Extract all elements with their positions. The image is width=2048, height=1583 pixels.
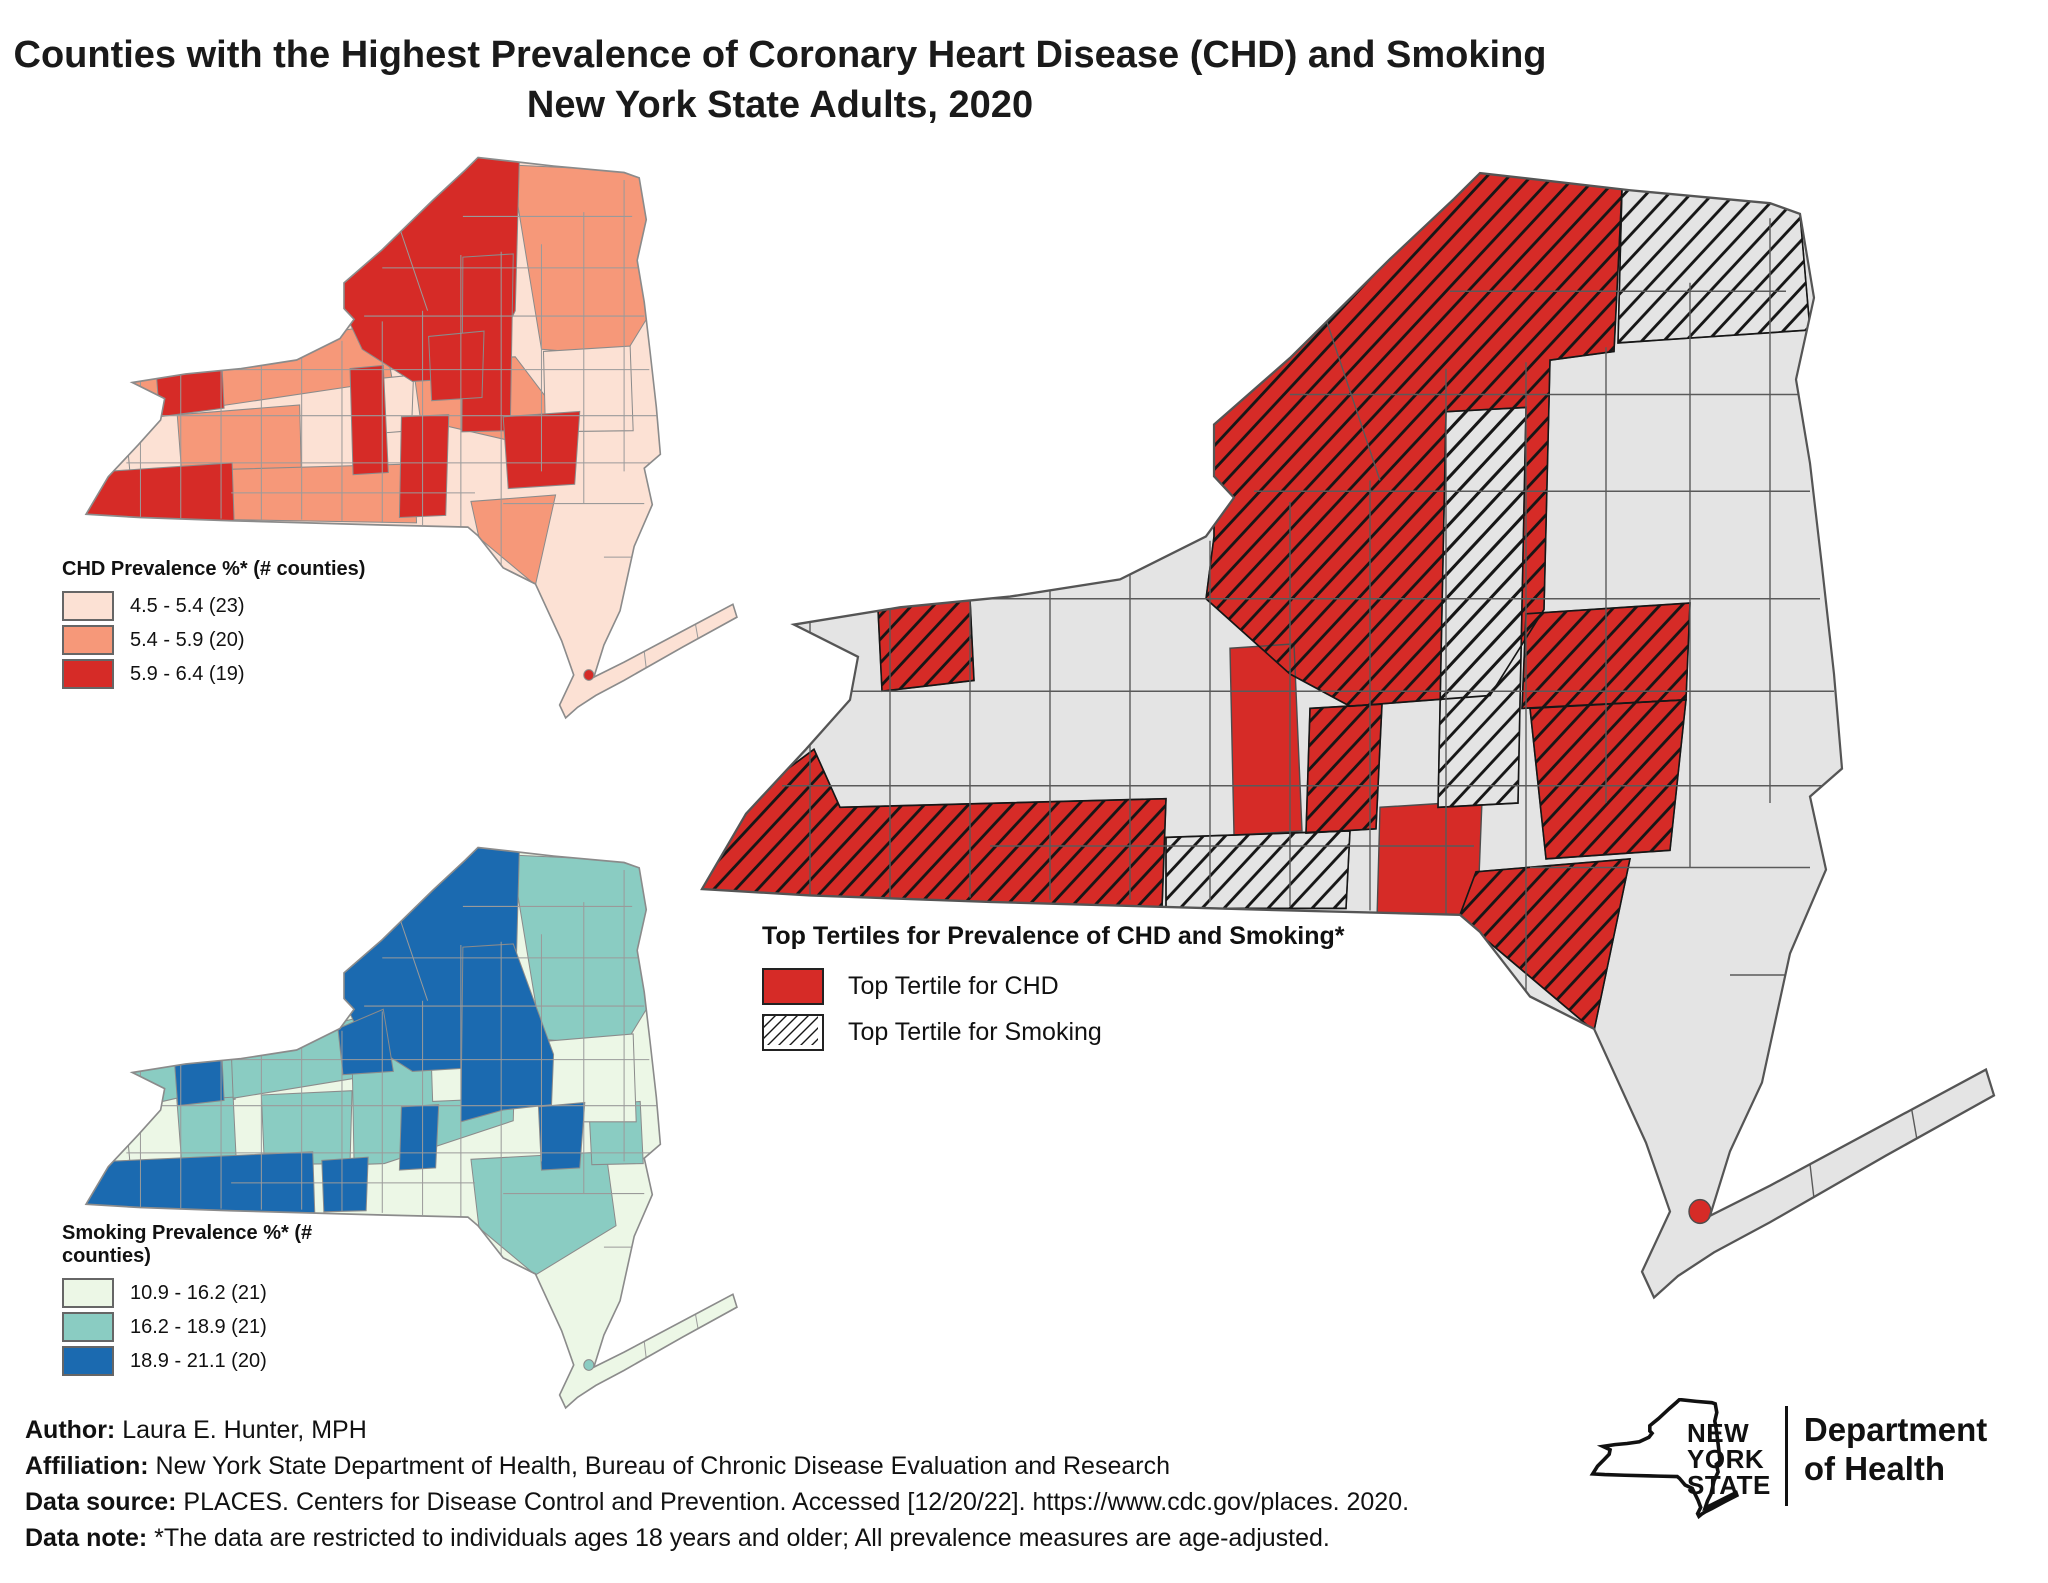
logo-divider — [1784, 1406, 1788, 1506]
logo-dept-text: Department of Health — [1804, 1410, 1987, 1488]
smoking-legend-title: Smoking Prevalence %* (# counties) — [62, 1222, 313, 1267]
footer-datanote-line: Data note: *The data are restricted to i… — [25, 1520, 1409, 1556]
tertile-smoking-swatch — [762, 1013, 824, 1051]
smoking-class3-label: 18.9 - 21.1 (20) — [130, 1349, 267, 1372]
nys-doh-logo: NEW YORK STATE Department of Health — [1585, 1398, 1987, 1523]
chd-class1-label: 4.5 - 5.4 (23) — [130, 594, 245, 617]
footer-datasource-line: Data source: PLACES. Centers for Disease… — [25, 1484, 1409, 1520]
footer-author-text: Laura E. Hunter, MPH — [115, 1416, 367, 1444]
smoking-legend-row: 10.9 - 16.2 (21) — [62, 1276, 382, 1310]
logo-dept-line2: of Health — [1803, 1450, 1946, 1487]
smoking-class2-label: 16.2 - 18.9 (21) — [130, 1315, 267, 1338]
chd-legend-row: 4.5 - 5.4 (23) — [62, 589, 382, 623]
footer-datasource-text: PLACES. Centers for Disease Control and … — [176, 1488, 1410, 1516]
logo-state-text: NEW YORK STATE — [1687, 1420, 1771, 1498]
smoking-legend-row: 18.9 - 21.1 (20) — [62, 1344, 382, 1378]
smoking-choropleth-map — [85, 846, 738, 1409]
smoking-legend: Smoking Prevalence %* (# counties) 10.9 … — [62, 1222, 382, 1378]
tertile-legend-row: Top Tertile for Smoking — [762, 1009, 1402, 1055]
smoking-legend-row: 16.2 - 18.9 (21) — [62, 1310, 382, 1344]
footer-author-label: Author: — [25, 1416, 116, 1444]
smoking-class2-swatch — [62, 1312, 114, 1342]
smoking-class3-swatch — [62, 1346, 114, 1376]
page-title: Counties with the Highest Prevalence of … — [0, 30, 1560, 130]
footer-affiliation-text: New York State Department of Health, Bur… — [148, 1452, 1170, 1480]
tertile-overlay-map — [700, 171, 1996, 1299]
chd-legend-title: CHD Prevalence %* (# counties) — [62, 558, 366, 580]
footer-author-line: Author: Laura E. Hunter, MPH — [25, 1412, 1409, 1448]
footer-datanote-text: *The data are restricted to individuals … — [147, 1524, 1330, 1552]
tertile-legend-row: Top Tertile for CHD — [762, 963, 1402, 1009]
logo-word-state: STATE — [1687, 1470, 1771, 1500]
tertile-legend-title: Top Tertiles for Prevalence of CHD and S… — [762, 922, 1345, 950]
page-title-line1: Counties with the Highest Prevalence of … — [13, 34, 1547, 76]
chd-class2-label: 5.4 - 5.9 (20) — [130, 628, 245, 651]
footer-datanote-label: Data note: — [25, 1524, 148, 1552]
tertile-chd-swatch — [762, 967, 824, 1005]
logo-word-new: NEW — [1687, 1418, 1750, 1448]
chd-choropleth-map — [85, 156, 738, 719]
chd-class2-swatch — [62, 625, 114, 655]
footer-notes: Author: Laura E. Hunter, MPH Affiliation… — [25, 1412, 1409, 1556]
diagonal-hatch-icon — [764, 1015, 818, 1045]
tertile-legend: Top Tertiles for Prevalence of CHD and S… — [762, 922, 1402, 1055]
logo-word-york: YORK — [1687, 1444, 1765, 1474]
logo-dept-line1: Department — [1803, 1411, 1988, 1448]
chd-legend: CHD Prevalence %* (# counties) 4.5 - 5.4… — [62, 558, 382, 691]
smoking-class1-swatch — [62, 1278, 114, 1308]
chd-legend-row: 5.9 - 6.4 (19) — [62, 657, 382, 691]
footer-datasource-label: Data source: — [25, 1488, 177, 1516]
tertile-chd-label: Top Tertile for CHD — [848, 971, 1059, 1000]
chd-legend-row: 5.4 - 5.9 (20) — [62, 623, 382, 657]
tertile-smoking-label: Top Tertile for Smoking — [848, 1017, 1102, 1046]
chd-class3-swatch — [62, 659, 114, 689]
footer-affiliation-label: Affiliation: — [25, 1452, 149, 1480]
chd-class1-swatch — [62, 591, 114, 621]
smoking-class1-label: 10.9 - 16.2 (21) — [130, 1281, 267, 1304]
chd-class3-label: 5.9 - 6.4 (19) — [130, 662, 245, 685]
page-title-line2: New York State Adults, 2020 — [526, 84, 1034, 127]
footer-affiliation-line: Affiliation: New York State Department o… — [25, 1448, 1409, 1484]
